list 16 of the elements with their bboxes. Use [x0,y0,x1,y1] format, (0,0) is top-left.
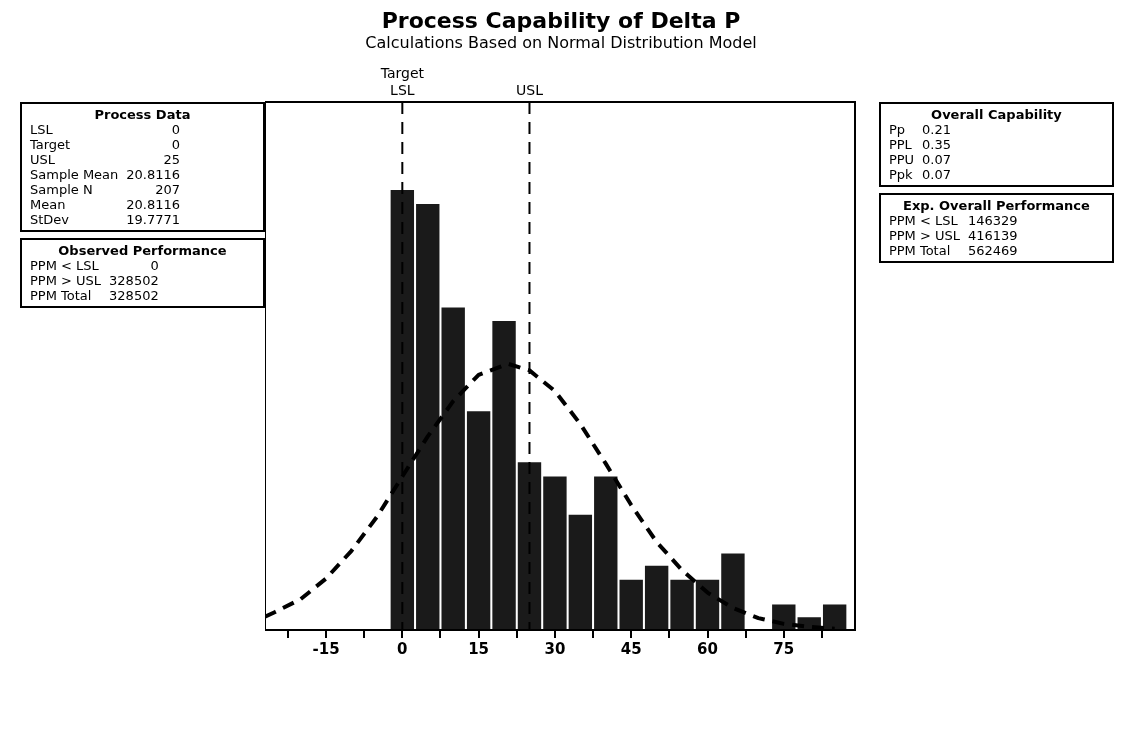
x-tick-label: 60 [696,639,718,658]
chart-subtitle: Calculations Based on Normal Distribution Model [364,33,758,52]
x-tick-label: -15 [312,639,340,658]
text: Observed Performance PPM < LSL 0 PPM > USL 328502 PPM Total 328502 [30,243,227,303]
text: Process Data LSL 0 Target 0 USL 25 Sample Mean 20.8116 Sample N 207 Mean 20.8116 StDev 19.7771 [30,107,191,227]
ref-line-label: USL [515,81,544,98]
text: Overall Capability Pp 0.21 PPL 0.35 PPU 0.07 Ppk 0.07 [888,107,1062,182]
x-tick-label: 0 [397,639,408,658]
ref-line-label: LSL [389,81,415,98]
x-tick-label: 45 [620,639,642,658]
text: Exp. Overall Performance PPM < LSL 146329 PPM > USL 416139 PPM Total 562469 [888,198,1090,258]
x-tick-label: 15 [468,639,489,658]
text: Target [379,64,425,81]
chart-title: Process Capability of Delta P [380,8,742,33]
x-tick-label: 30 [544,639,566,658]
x-tick-label: 75 [773,639,795,658]
